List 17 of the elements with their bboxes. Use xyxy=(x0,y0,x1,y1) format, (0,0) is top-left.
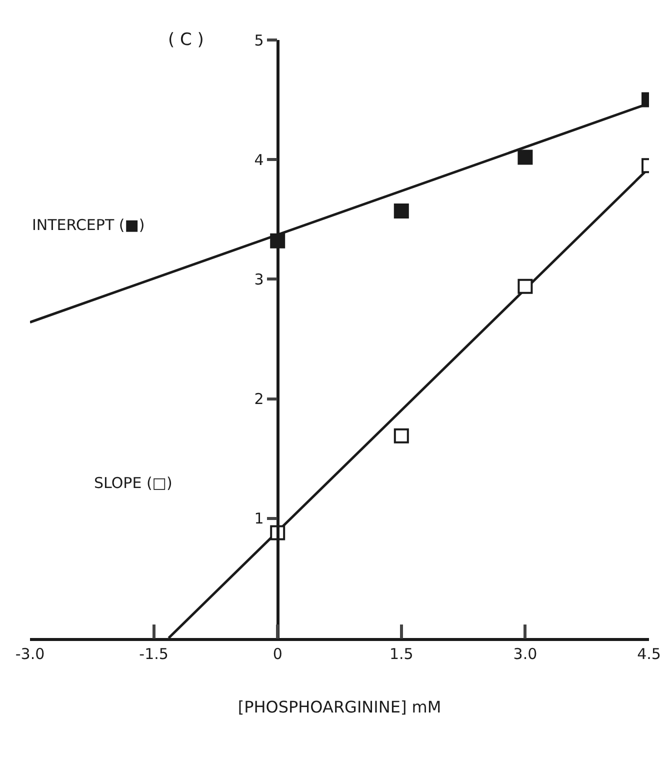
y-tick-label: 3 xyxy=(254,270,264,288)
x-axis-title: [PHOSPHOARGININE] mM xyxy=(238,697,442,716)
point xyxy=(394,428,409,444)
y-tick-label: 4 xyxy=(254,150,264,169)
point xyxy=(394,204,409,219)
annotation: INTERCEPT (■) xyxy=(32,216,145,234)
x-tick-label: 3.0 xyxy=(513,644,538,663)
x-tick-label: -3.0 xyxy=(15,644,45,663)
x-tick-label: 1.5 xyxy=(389,644,414,663)
y-tick-label: 1 xyxy=(254,510,264,528)
y-tick-label: 5 xyxy=(254,31,264,50)
annotation: ( C ) xyxy=(168,30,204,50)
x-tick-label: -1.5 xyxy=(139,644,168,663)
y-tick-label: 2 xyxy=(254,390,264,408)
x-tick-label: 4.5 xyxy=(637,644,661,663)
annotation: SLOPE (□) xyxy=(94,474,172,492)
x-tick-label: 0 xyxy=(272,644,282,663)
